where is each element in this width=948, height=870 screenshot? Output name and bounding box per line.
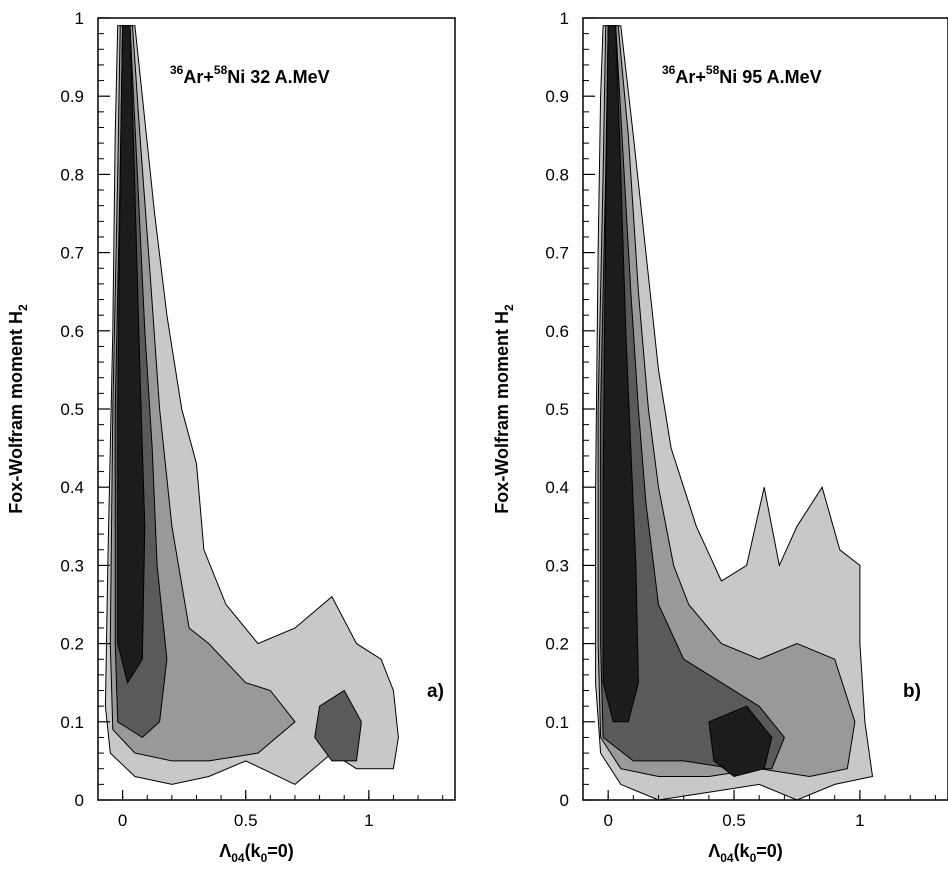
panel-a-ylabel-main: Fox-Wolfram moment H [6,311,26,514]
panel-b-y-tick-label: 0.6 [545,322,569,341]
panel-b-label: b) [903,681,921,702]
panel-a-y-tick-label: 0.8 [60,165,84,184]
panel-b-contour-level-2-1 [597,25,856,778]
panel-b-y-tick-label: 0.7 [545,244,569,263]
panel-a-y-tick-label: 0.2 [60,635,84,654]
panel-a-y-tick-label: 0.9 [60,87,84,106]
panel-a-xlabel-sub2: 0 [261,851,268,865]
panel-b-x-axis-title: Λ04(k0=0) [708,841,783,865]
panel-b-contour-level-3-2 [600,25,785,770]
panel-b-y-tick-label: 0.1 [545,713,569,732]
panel-b-title-energy: 95 A.MeV [737,67,821,87]
panel-b-x-tick-label: 0.5 [722,811,746,830]
panel-b-xlabel-main: Λ [708,841,720,861]
panel-b-xlabel-end: =0) [756,841,783,861]
panel-a-title-mass-a: 36 [170,63,184,77]
panel-a-y-tick-label: 1 [75,9,84,28]
panel-b-y-tick-label: 0.2 [545,635,569,654]
panel-a-title-symbol-b: Ni [227,67,245,87]
panel-a-xlabel-mid: (k [245,841,262,861]
panel-b-title-plus: + [695,67,706,87]
panel-b-y-tick-label: 1 [560,9,569,28]
panel-a-x-tick-label: 0.5 [234,811,258,830]
panel-b-y-tick-label: 0.3 [545,556,569,575]
panel-a-x-tick-label: 1 [364,811,373,830]
panel-a-ylabel-sub: 2 [16,304,30,311]
panel-b-x-tick-label: 1 [855,811,864,830]
panel-a-title-symbol-a: Ar [183,67,203,87]
panel-b-xlabel-sub1: 04 [720,851,734,865]
panel-b-ticks: 0 0.5 1 0 0.1 0.2 0.3 0.4 0.5 0.6 0.7 0.8 0.9 1 [545,9,936,830]
panel-a-y-axis-title: Fox-Wolfram moment H2 [6,304,30,514]
panel-b-x-tick-label: 0 [603,811,612,830]
panel-b: 0 0.5 1 0 0.1 0.2 0.3 0.4 0.5 0.6 0.7 0.8 0.9 1 36Ar+… [492,9,948,865]
panel-a-y-tick-label: 0 [75,791,84,810]
panel-a-y-tick-label: 0.3 [60,556,84,575]
panel-b-contour-level-4-3 [602,25,639,723]
panel-b-title-symbol-b: Ni [719,67,737,87]
panel-a-contour-level-4-3 [117,25,146,684]
panel-b-ylabel-main: Fox-Wolfram moment H [492,311,512,514]
panel-a-contours [104,25,399,785]
panel-a-title: 36Ar+58Ni 32 A.MeV [170,63,330,87]
panel-a-x-axis-title: Λ04(k0=0) [219,841,294,865]
panel-a-title-mass-b: 58 [214,63,228,77]
panel-b-y-tick-label: 0.4 [545,478,569,497]
panel-a-xlabel-sub1: 04 [231,851,245,865]
panel-a-xlabel-main: Λ [219,841,231,861]
panel-a-xlabel-end: =0) [267,841,294,861]
panel-a-y-tick-label: 0.4 [60,478,84,497]
panel-b-contours [595,25,874,801]
panel-b-y-axis-title: Fox-Wolfram moment H2 [492,304,516,514]
panel-a: 0 0.5 1 0 0.1 0.2 0.3 0.4 0.5 0.6 0.7 0.8 0.9 1 36Ar+… [6,9,456,865]
panel-a-ticks: 0 0.5 1 0 0.1 0.2 0.3 0.4 0.5 0.6 0.7 0.8 0.9 1 [60,9,444,830]
panel-b-title: 36Ar+58Ni 95 A.MeV [662,63,822,87]
panel-b-contour-level-4-4 [708,705,773,778]
panel-b-title-symbol-a: Ar [675,67,695,87]
panel-a-x-tick-label: 0 [118,811,127,830]
panel-a-y-tick-label: 0.7 [60,244,84,263]
panel-a-y-tick-label: 0.6 [60,322,84,341]
panel-a-title-plus: + [203,67,214,87]
panel-b-xlabel-sub2: 0 [750,851,757,865]
panel-a-contour-level-3-4 [314,689,362,762]
panel-b-y-tick-label: 0 [560,791,569,810]
panel-a-title-energy: 32 A.MeV [245,67,329,87]
panel-a-y-tick-label: 0.1 [60,713,84,732]
panel-a-y-tick-label: 0.5 [60,400,84,419]
panel-b-y-tick-label: 0.8 [545,165,569,184]
panel-b-ylabel-sub: 2 [502,304,516,311]
panel-a-label: a) [427,681,444,702]
panel-b-y-tick-label: 0.9 [545,87,569,106]
panel-b-title-mass-b: 58 [706,63,720,77]
panel-b-title-mass-a: 36 [662,63,676,77]
panel-b-y-tick-label: 0.5 [545,400,569,419]
panel-b-xlabel-mid: (k [734,841,751,861]
